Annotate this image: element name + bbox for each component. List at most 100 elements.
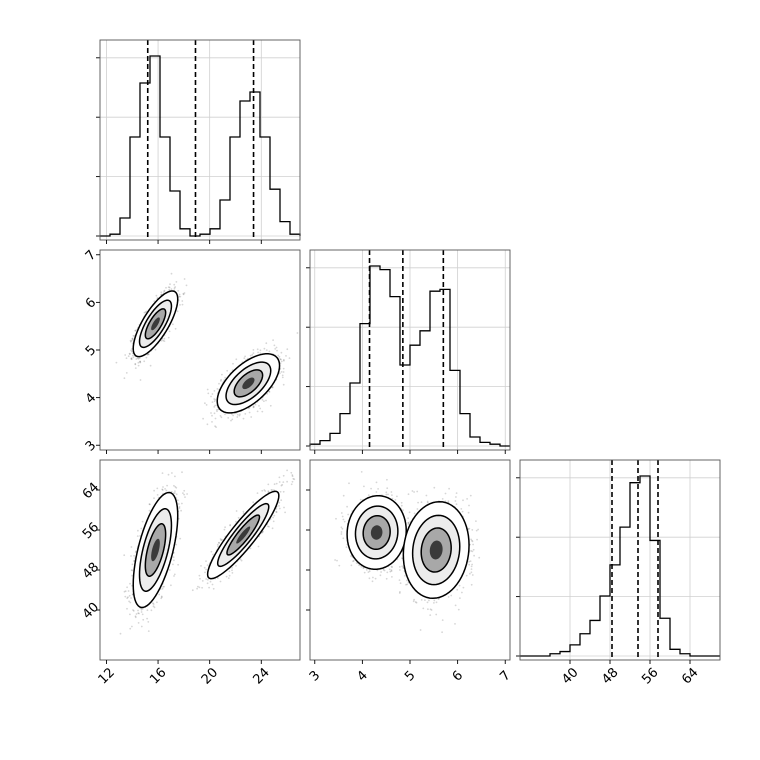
histogram-outline: [309, 265, 510, 447]
scatter-point: [174, 485, 177, 488]
scatter-point: [244, 355, 247, 358]
scatter-point: [125, 372, 128, 374]
scatter-point: [130, 339, 133, 342]
scatter-point: [156, 494, 159, 496]
scatter-point: [210, 395, 212, 398]
scatter-point: [214, 404, 217, 407]
scatter-point: [140, 527, 143, 530]
scatter-point: [131, 338, 134, 341]
scatter-point: [204, 402, 206, 405]
scatter-point: [174, 286, 177, 288]
scatter-point: [173, 287, 176, 290]
scatter-point: [261, 410, 264, 413]
scatter-point: [277, 354, 280, 357]
scatter-point: [281, 376, 284, 379]
scatter-point: [129, 340, 132, 343]
scatter-point: [272, 339, 274, 341]
scatter-point: [139, 379, 142, 381]
scatter-point: [206, 423, 209, 426]
scatter-point: [163, 289, 166, 292]
scatter-point: [136, 535, 139, 537]
scatter-point: [134, 363, 137, 365]
histogram-outline: [100, 55, 301, 237]
scatter-point: [250, 416, 253, 418]
scatter-point: [252, 405, 255, 407]
scatter-point: [216, 410, 218, 413]
scatter-point: [170, 584, 172, 587]
scatter-point: [173, 573, 176, 576]
scatter-point: [168, 330, 171, 333]
scatter-point: [173, 484, 175, 487]
scatter-point: [161, 587, 164, 590]
scatter-point: [271, 386, 274, 389]
scatter-point: [252, 406, 255, 408]
scatter-point: [139, 535, 142, 537]
scatter-point: [137, 361, 140, 364]
scatter-point: [153, 606, 156, 609]
scatter-point: [170, 272, 173, 275]
scatter-point: [283, 359, 285, 362]
scatter-point: [242, 417, 245, 420]
scatter-panel-content: [119, 469, 296, 635]
scatter-point: [202, 417, 205, 420]
scatter-point: [259, 349, 262, 352]
scatter-point: [252, 406, 255, 409]
scatter-panel-content: [115, 272, 299, 428]
scatter-point: [220, 416, 223, 419]
scatter-point: [172, 563, 174, 566]
scatter-point: [268, 391, 271, 393]
scatter-point: [130, 555, 132, 557]
scatter-point: [162, 586, 165, 588]
scatter-point: [123, 377, 126, 380]
scatter-point: [179, 304, 181, 306]
scatter-point: [244, 413, 247, 415]
scatter-point: [259, 352, 262, 354]
scatter-point: [135, 358, 138, 360]
scatter-point: [130, 597, 133, 599]
scatter-point: [129, 339, 132, 342]
scatter-point: [256, 348, 259, 351]
scatter-point: [126, 597, 129, 600]
scatter-point: [163, 340, 166, 342]
scatter-point: [227, 417, 230, 419]
scatter-point: [142, 618, 145, 621]
scatter-point: [213, 390, 216, 392]
scatter-point: [220, 378, 223, 381]
scatter-point: [280, 360, 283, 363]
scatter-point: [140, 611, 143, 613]
scatter-point: [163, 585, 166, 588]
scatter-point: [136, 357, 139, 360]
scatter-point: [150, 609, 153, 612]
scatter-point: [131, 348, 133, 350]
scatter-point: [172, 323, 174, 326]
scatter-point: [164, 488, 167, 490]
scatter-point: [173, 283, 176, 286]
scatter-point: [161, 472, 164, 474]
scatter-point: [273, 344, 276, 347]
scatter-point: [165, 489, 168, 492]
scatter-point: [134, 363, 137, 366]
scatter-point: [168, 288, 171, 291]
scatter-point: [221, 373, 223, 376]
scatter-point: [132, 356, 135, 359]
scatter-point: [131, 625, 133, 628]
scatter-point: [125, 357, 128, 360]
scatter-point: [137, 529, 139, 532]
scatter-point: [254, 403, 257, 406]
scatter-point: [205, 404, 208, 406]
scatter-point: [134, 615, 137, 618]
scatter-point: [132, 610, 135, 612]
scatter-point: [231, 418, 234, 421]
scatter-point: [167, 336, 170, 339]
scatter-point: [258, 405, 260, 407]
scatter-point: [146, 617, 149, 620]
scatter-point: [124, 354, 127, 356]
scatter-point: [183, 493, 186, 496]
scatter-point: [141, 613, 144, 616]
scatter-point: [175, 486, 178, 489]
scatter-point: [148, 503, 151, 506]
scatter-point: [285, 355, 287, 357]
